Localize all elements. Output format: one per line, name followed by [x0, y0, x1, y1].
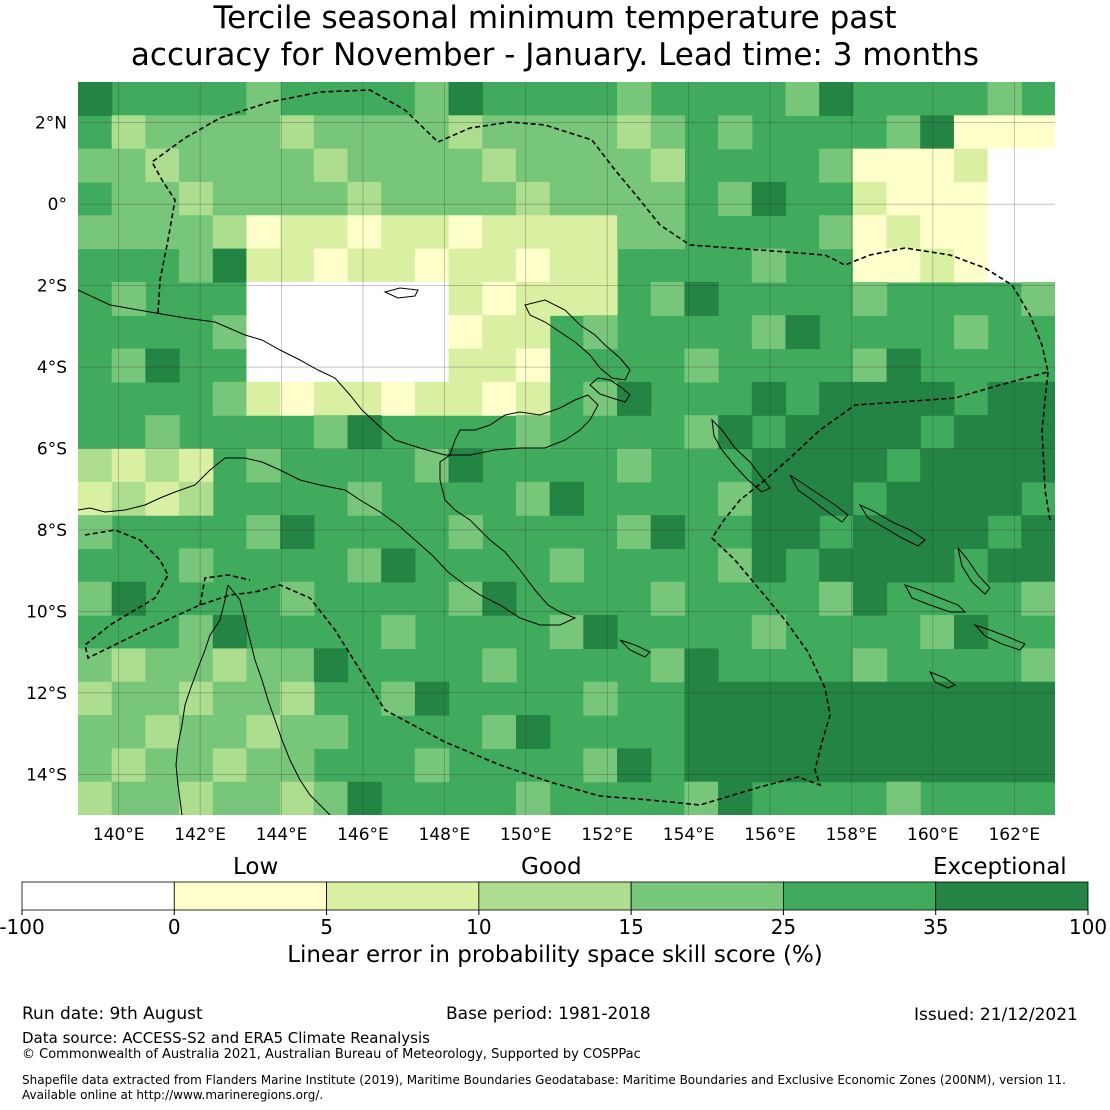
colorbar-segment: [783, 881, 937, 911]
manus-island-coastline: [383, 287, 419, 299]
colorbar-segment: [935, 881, 1089, 911]
cape-york-coastline: [175, 584, 229, 815]
colorbar-tick-label: -100: [0, 915, 45, 939]
map-title-line-2: accuracy for November - January. Lead ti…: [130, 37, 980, 73]
run-date: Run date: 9th August: [22, 1004, 203, 1024]
data-source: Data source: ACCESS-S2 and ERA5 Climate …: [22, 1029, 430, 1047]
skill-score-grid: [78, 82, 1055, 815]
bougainville-coastline: [711, 418, 771, 493]
coastlines: [78, 287, 1026, 815]
santa-isabel-coastline: [858, 503, 926, 547]
solomon-eez-boundary: [1041, 371, 1051, 521]
colorbar-tick-label: 5: [320, 915, 333, 939]
colorbar-tick-label: 25: [771, 915, 796, 939]
issued-date: Issued: 21/12/2021: [914, 1005, 1078, 1025]
new-guinea-coastline: [78, 289, 599, 626]
longitude-tick-label: 160°E: [907, 825, 959, 845]
colorbar-tick-labels: -100 0 5 10 15 25 35 100: [0, 915, 1107, 939]
latitude-tick-label: 10°S: [26, 602, 67, 622]
new-ireland-coastline: [589, 377, 631, 403]
latitude-tick-label: 4°S: [37, 358, 67, 378]
colorbar-tick-label: 10: [466, 915, 491, 939]
base-period: Base period: 1981-2018: [446, 1004, 651, 1024]
new-britain-coastline: [524, 299, 631, 381]
latitude-tick-label: 2°S: [37, 277, 67, 297]
makira-coastline: [973, 623, 1026, 651]
guadalcanal-coastline: [903, 584, 967, 613]
rennell-island-coastline: [928, 671, 957, 689]
colorbar: [21, 881, 1089, 915]
longitude-tick-label: 142°E: [174, 825, 226, 845]
longitude-tick-label: 162°E: [988, 825, 1040, 845]
latitude-tick-label: 8°S: [37, 521, 67, 541]
colorbar-tick-label: 100: [1069, 915, 1107, 939]
colorbar-tick-label: 0: [168, 915, 181, 939]
latitude-tick-label: 2°N: [35, 114, 67, 134]
malaita-coastline: [957, 547, 991, 595]
colorbar-segment: [326, 881, 480, 911]
colorbar-label-good: Good: [521, 854, 582, 880]
colorbar-label-exceptional: Exceptional: [933, 854, 1067, 880]
latitude-tick-label: 0°: [48, 195, 67, 215]
colorbar-segment: [478, 881, 632, 911]
map-title-line-1: Tercile seasonal minimum temperature pas…: [213, 0, 897, 36]
latitude-tick-label: 6°S: [37, 440, 67, 460]
shapefile-credit-line-2: Available online at http://www.marinereg…: [22, 1088, 324, 1102]
longitude-tick-label: 150°E: [500, 825, 552, 845]
cape-york-east-coastline: [227, 584, 331, 815]
latitude-tick-labels: 2°N 0° 2°S 4°S 6°S 8°S 10°S 12°S 14°S: [26, 114, 67, 786]
louisiade-islands-coastline: [619, 639, 651, 658]
shapefile-credit-line-1: Shapefile data extracted from Flanders M…: [22, 1073, 1066, 1087]
colorbar-tick-label: 35: [923, 915, 948, 939]
colorbar-tick-label: 15: [618, 915, 643, 939]
longitude-tick-label: 140°E: [93, 825, 145, 845]
eez-boundaries: [84, 89, 1051, 806]
colorbar-label-low: Low: [233, 854, 279, 880]
latitude-tick-label: 12°S: [26, 684, 67, 704]
longitude-tick-labels: 140°E 142°E 144°E 146°E 148°E 150°E 152°E 154°E…: [93, 825, 1040, 845]
latitude-tick-label: 14°S: [26, 765, 67, 785]
png-eez-boundary: [84, 89, 1049, 806]
longitude-tick-label: 158°E: [826, 825, 878, 845]
longitude-tick-label: 146°E: [337, 825, 389, 845]
colorbar-axis-label: Linear error in probability space skill …: [287, 942, 823, 968]
colorbar-segment: [630, 881, 784, 911]
longitude-tick-label: 152°E: [581, 825, 633, 845]
copyright-notice: © Commonwealth of Australia 2021, Austra…: [22, 1047, 641, 1062]
solomon-islands-coastline: [789, 474, 849, 523]
colorbar-segment: [21, 881, 175, 911]
longitude-tick-label: 148°E: [419, 825, 471, 845]
longitude-tick-label: 154°E: [663, 825, 715, 845]
longitude-tick-label: 144°E: [256, 825, 308, 845]
colorbar-segment: [173, 881, 327, 911]
longitude-tick-label: 156°E: [744, 825, 796, 845]
